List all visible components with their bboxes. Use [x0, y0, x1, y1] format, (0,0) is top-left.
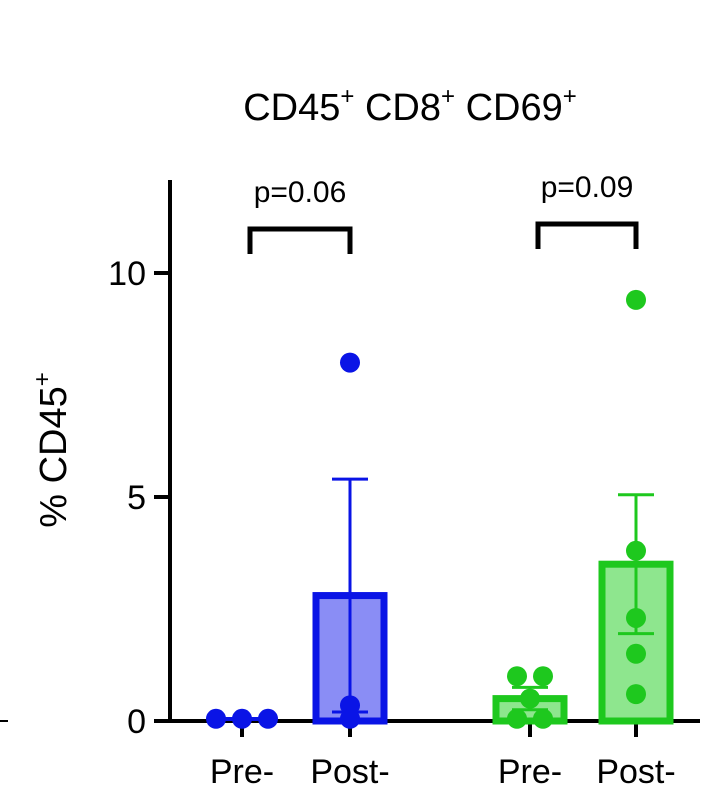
- y-axis-label: % CD45+: [29, 372, 75, 528]
- p-value-label-1: p=0.09: [541, 171, 634, 204]
- title-part-cd45: CD45: [243, 87, 340, 129]
- data-point-0-2: [258, 708, 278, 729]
- y-tick-label-2: 10: [108, 255, 146, 293]
- title-part-cd8: CD8: [365, 87, 441, 129]
- x-tick-label-0: Pre-: [210, 753, 274, 788]
- title-sup-cd45: +: [340, 83, 354, 110]
- y-axis-label-sup: +: [29, 372, 56, 386]
- x-tick-label-2: Pre-: [498, 753, 562, 788]
- data-point-3-4: [626, 684, 646, 705]
- chart-title: CD45+ CD8+ CD69+: [243, 83, 577, 129]
- data-point-0-0: [206, 708, 226, 729]
- data-point-3-3: [626, 643, 646, 664]
- x-tick-label-1: Post-: [310, 753, 389, 788]
- data-point-1-2: [340, 708, 360, 729]
- title-sup-cd8: +: [441, 83, 455, 110]
- y-tick-label-0: 0: [127, 703, 146, 741]
- data-point-3-1: [626, 540, 646, 561]
- data-point-1-0: [340, 352, 360, 373]
- x-tick-label-3: Post-: [596, 753, 675, 788]
- title-part-cd69: CD69: [466, 87, 563, 129]
- data-point-2-1: [533, 666, 553, 687]
- y-axis-label-text: % CD45: [33, 386, 75, 528]
- data-point-3-0: [626, 289, 646, 310]
- plot-area: 0 5 10 Pre- Post- Pre- Post-p=0.06 p=0.09: [108, 171, 700, 788]
- comparison-bracket-0: [247, 226, 353, 254]
- data-point-3-2: [626, 607, 646, 628]
- data-point-2-4: [533, 708, 553, 729]
- data-point-2-3: [520, 688, 540, 709]
- y-tick-label-1: 5: [127, 479, 146, 517]
- title-sup-cd69: +: [563, 83, 577, 110]
- data-point-2-0: [507, 666, 527, 687]
- comparison-bracket-1: [535, 221, 639, 249]
- p-value-label-0: p=0.06: [254, 176, 347, 209]
- data-point-0-1: [232, 708, 252, 729]
- data-point-2-2: [507, 708, 527, 729]
